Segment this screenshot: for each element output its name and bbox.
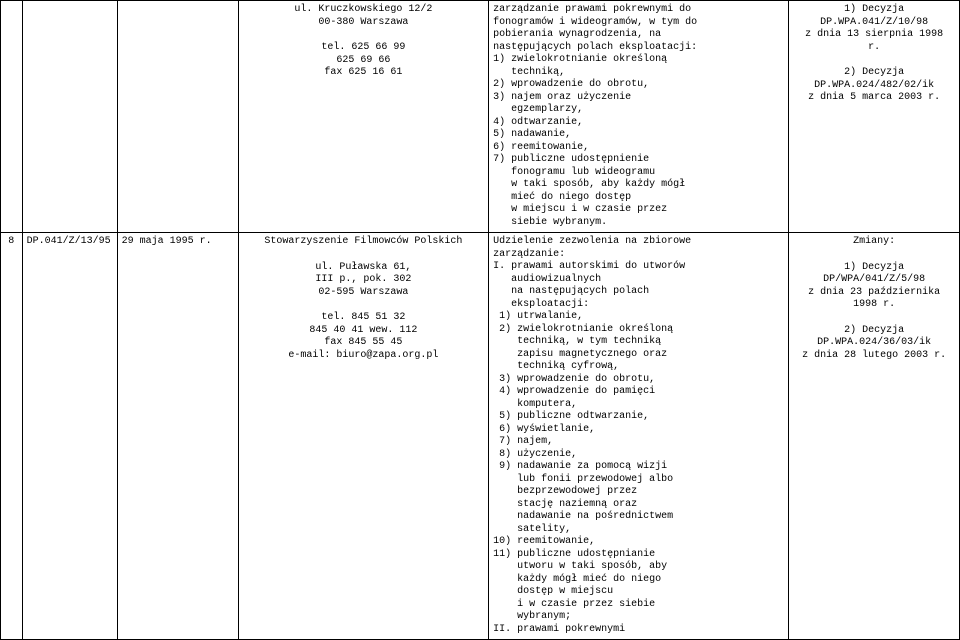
cell-reference: DP.041/Z/13/95: [22, 233, 117, 640]
cell-reference: [22, 1, 117, 233]
cell-scope: zarządzanie prawami pokrewnymi dofonogra…: [489, 1, 789, 233]
cell-date: 29 maja 1995 r.: [117, 233, 238, 640]
cell-scope: Udzielenie zezwolenia na zbiorowezarządz…: [489, 233, 789, 640]
cell-decisions: Zmiany:1) DecyzjaDP/WPA/041/Z/5/98z dnia…: [789, 233, 960, 640]
table-row: 8DP.041/Z/13/9529 maja 1995 r.Stowarzysz…: [1, 233, 960, 640]
cell-organization: ul. Kruczkowskiego 12/200-380 Warszawate…: [238, 1, 489, 233]
cell-lp: 8: [1, 233, 23, 640]
table-row: ul. Kruczkowskiego 12/200-380 Warszawate…: [1, 1, 960, 233]
cell-organization: Stowarzyszenie Filmowców Polskichul. Puł…: [238, 233, 489, 640]
cell-decisions: 1) DecyzjaDP.WPA.041/Z/10/98z dnia 13 si…: [789, 1, 960, 233]
registry-table: ul. Kruczkowskiego 12/200-380 Warszawate…: [0, 0, 960, 640]
cell-date: [117, 1, 238, 233]
cell-lp: [1, 1, 23, 233]
